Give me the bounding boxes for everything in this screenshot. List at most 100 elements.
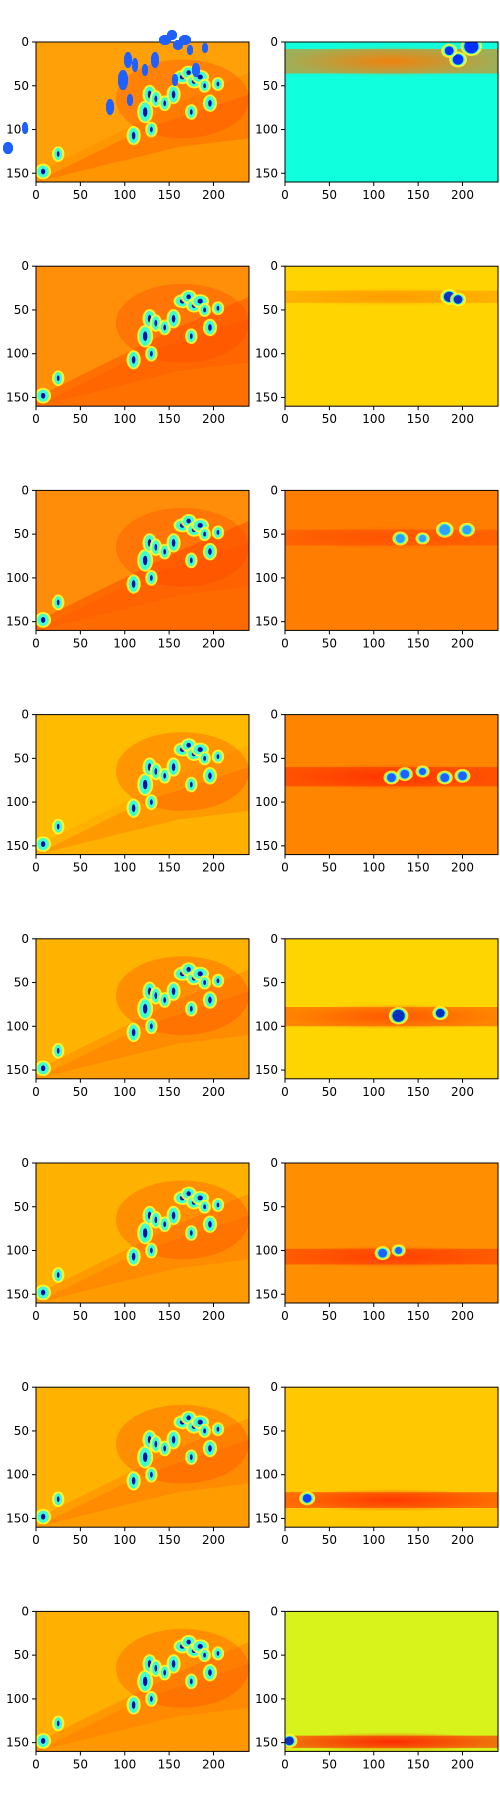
- heatmap-panel-r4-left: 0 50 100 150 200 0 50 100 150: [6, 708, 250, 875]
- y-tick-label: 150: [255, 1287, 278, 1301]
- x-tick-label: 200: [451, 412, 474, 426]
- activation-spot: [435, 521, 454, 538]
- y-tick-label: 0: [270, 259, 278, 273]
- activation-blob: [185, 1673, 198, 1690]
- activation-spot: [391, 1244, 406, 1257]
- activation-blob: [145, 1018, 158, 1035]
- activation-blob: [202, 1215, 218, 1233]
- y-tick-label: 100: [6, 1692, 29, 1706]
- y-axis: 0 50 100 150: [6, 259, 36, 404]
- x-tick-label: 50: [73, 1757, 88, 1771]
- x-tick-label: 0: [281, 412, 289, 426]
- x-axis: 0 50 100 150 200: [281, 406, 474, 426]
- y-tick-label: 50: [14, 1648, 29, 1662]
- activation-blob: [202, 1439, 218, 1458]
- heatmap-panel-r5-left: 0 50 100 150 200 0 50 100 150: [6, 932, 250, 1099]
- x-axis: 0 50 100 150 200: [281, 1751, 474, 1771]
- x-axis: 0 50 100 150 200: [32, 854, 225, 875]
- y-axis: 0 50 100 150: [255, 483, 285, 629]
- y-tick-label: 150: [6, 1287, 29, 1301]
- y-axis: 0 50 100 150: [6, 1156, 36, 1301]
- x-tick-label: 100: [362, 861, 385, 875]
- activation-blob: [36, 1733, 52, 1749]
- activation-blob: [211, 301, 225, 316]
- x-tick-label: 50: [322, 1757, 337, 1771]
- x-tick-label: 0: [32, 1757, 40, 1771]
- y-tick-label: 100: [255, 571, 278, 585]
- y-tick-label: 150: [6, 1063, 29, 1077]
- x-tick-label: 200: [202, 1085, 225, 1099]
- activation-blob: [126, 798, 141, 818]
- y-axis: 0 50 100 150: [6, 708, 36, 853]
- activation-blob: [166, 84, 181, 105]
- activation-blob: [126, 1471, 141, 1491]
- activation-blob: [166, 533, 181, 553]
- y-tick-label: 150: [6, 839, 29, 853]
- y-tick-label: 0: [21, 932, 29, 946]
- activation-blob: [36, 1508, 52, 1525]
- x-tick-label: 100: [362, 188, 385, 202]
- activation-blob: [202, 94, 218, 112]
- y-tick-label: 0: [270, 932, 278, 946]
- panel-frame: [284, 489, 499, 631]
- y-tick-label: 150: [255, 1511, 278, 1525]
- y-tick-label: 100: [255, 1244, 278, 1258]
- activation-blob: [198, 78, 211, 93]
- x-tick-label: 100: [362, 1085, 385, 1099]
- y-tick-label: 150: [255, 1736, 278, 1750]
- y-tick-label: 50: [14, 303, 29, 317]
- activation-spot: [374, 1246, 391, 1261]
- y-axis: 0 50 100 150: [255, 932, 285, 1077]
- x-tick-label: 150: [158, 1085, 181, 1099]
- activation-blob: [198, 527, 211, 542]
- activation-blob: [166, 1654, 181, 1674]
- y-tick-label: 50: [263, 527, 278, 541]
- x-tick-label: 0: [281, 1757, 289, 1771]
- x-tick-label: 200: [451, 861, 474, 875]
- x-tick-label: 200: [202, 188, 225, 202]
- x-tick-label: 0: [32, 1309, 40, 1323]
- heatmap-panel-r6-left: 0 50 100 150 200 0 50 100 150: [6, 1156, 250, 1323]
- activation-blob: [145, 345, 158, 362]
- x-tick-label: 50: [322, 1533, 337, 1547]
- y-tick-label: 0: [21, 259, 29, 273]
- x-tick-label: 0: [281, 1533, 289, 1547]
- activation-blob: [137, 997, 154, 1021]
- y-tick-label: 150: [255, 390, 278, 404]
- y-axis: 0 50 100 150: [255, 259, 285, 404]
- activation-spot: [436, 770, 453, 785]
- y-tick-label: 0: [270, 483, 278, 497]
- x-tick-label: 200: [451, 1085, 474, 1099]
- panel-frame: [35, 1386, 250, 1528]
- activation-blob: [145, 794, 158, 810]
- x-tick-label: 150: [407, 1533, 430, 1547]
- x-axis: 0 50 100 150 200: [281, 182, 474, 202]
- x-tick-label: 50: [322, 188, 337, 202]
- y-tick-label: 50: [14, 1424, 29, 1438]
- y-tick-label: 100: [255, 1692, 278, 1706]
- x-tick-label: 150: [407, 412, 430, 426]
- activation-blob: [126, 574, 141, 594]
- x-tick-label: 100: [113, 1533, 136, 1547]
- heatmap-panel-r2-left: 0 50 100 150 200 0 50 100 150: [6, 259, 250, 426]
- x-tick-label: 100: [113, 861, 136, 875]
- x-tick-label: 50: [73, 1309, 88, 1323]
- panel-background: [285, 1611, 498, 1752]
- activation-band: [285, 290, 498, 303]
- activation-blob: [202, 318, 218, 337]
- activation-blob: [166, 757, 181, 777]
- x-tick-label: 100: [362, 636, 385, 650]
- panel-frame: [284, 1386, 499, 1528]
- activation-blob: [145, 121, 158, 138]
- y-tick-label: 0: [270, 1156, 278, 1170]
- y-tick-label: 150: [255, 1063, 278, 1077]
- activation-blob: [166, 309, 181, 329]
- x-tick-label: 50: [322, 636, 337, 650]
- y-tick-label: 0: [21, 1604, 29, 1618]
- y-tick-label: 0: [270, 708, 278, 722]
- heatmap-panel-r8-left: 0 50 100 150 200 0 50 100 150: [6, 1604, 250, 1771]
- y-tick-label: 100: [6, 795, 29, 809]
- activation-blob: [211, 749, 225, 764]
- x-tick-label: 0: [32, 636, 40, 650]
- x-tick-label: 200: [451, 1757, 474, 1771]
